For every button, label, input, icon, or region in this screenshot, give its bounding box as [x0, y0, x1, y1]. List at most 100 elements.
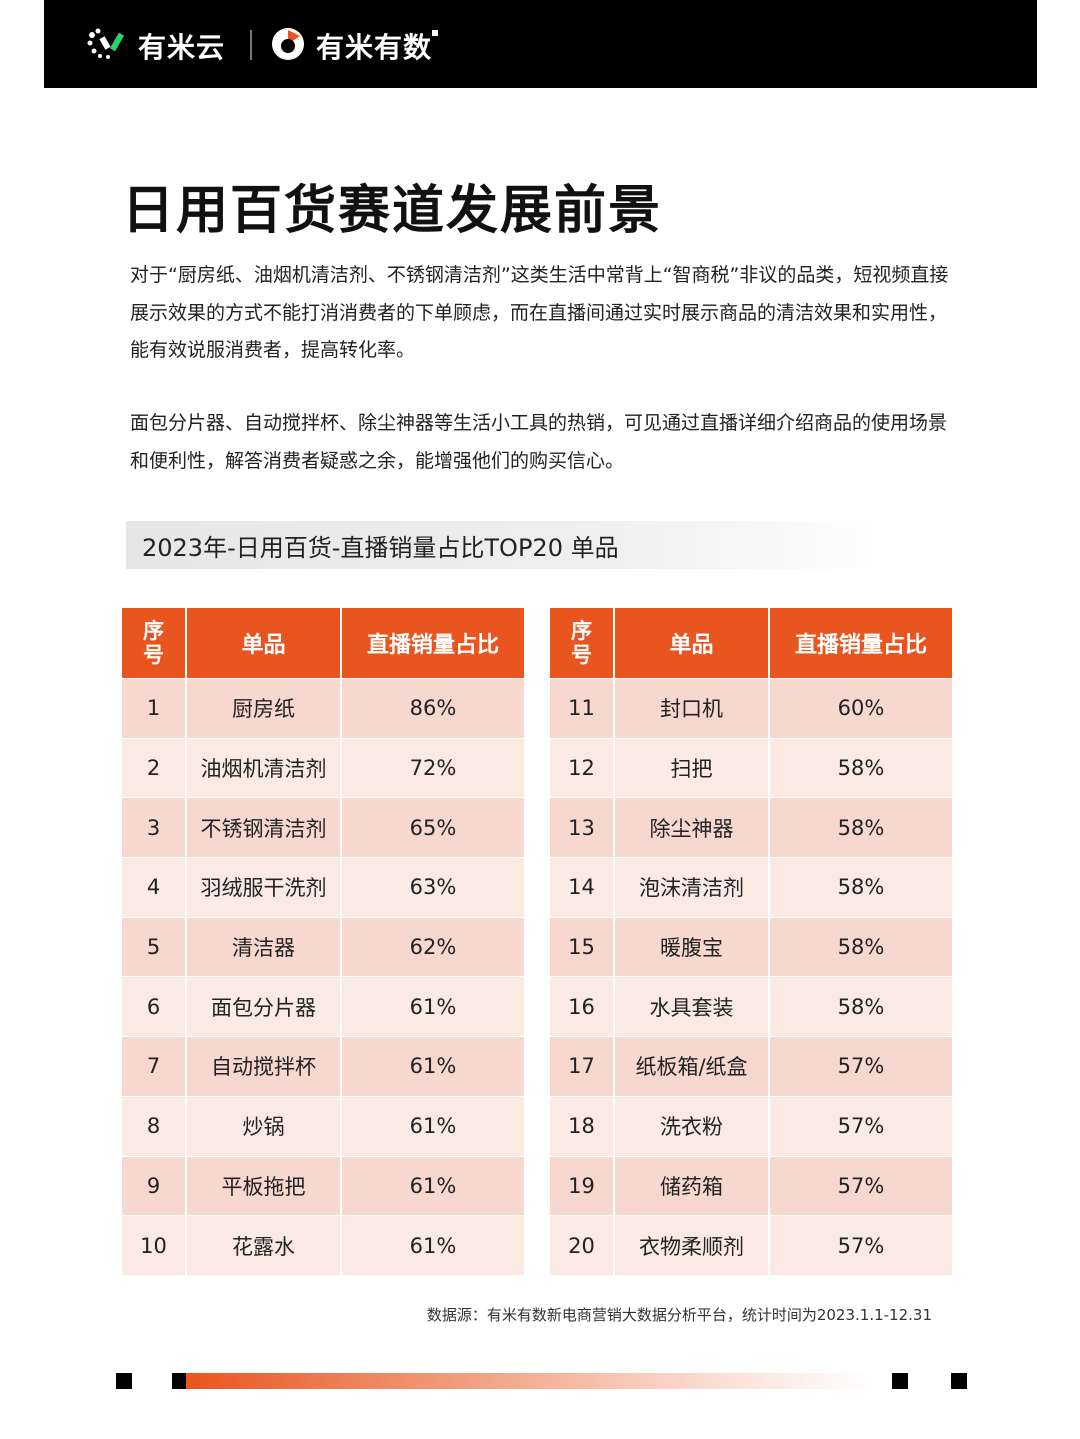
- row-index: 17: [550, 1037, 615, 1096]
- row-name: 清洁器: [187, 917, 342, 977]
- row-name: 封口机: [615, 679, 770, 738]
- row-index: 5: [122, 917, 187, 977]
- row-index: 12: [550, 738, 615, 798]
- row-pct: 86%: [409, 696, 457, 721]
- row-name: 洗衣粉: [615, 1096, 770, 1156]
- row-pct: 57%: [837, 1054, 885, 1079]
- row-pct: 61%: [409, 994, 457, 1019]
- row-name: 衣物柔顺剂: [615, 1216, 770, 1275]
- row-pct: 58%: [837, 815, 885, 840]
- paragraph-2: 面包分片器、自动搅拌杯、除尘神器等生活小工具的热销，可见通过直播详细介绍商品的使…: [130, 412, 948, 472]
- table-row: 1 厨房纸 86%: [122, 678, 524, 738]
- table-row: 9 平板拖把 61%: [122, 1155, 524, 1216]
- ranking-table-left: 序 号 单品 直播销量占比 1 厨房纸 86% 2 油烟机清洁剂 72% 3 不…: [122, 608, 524, 1275]
- row-index: 19: [550, 1156, 615, 1216]
- row-name: 羽绒服干洗剂: [187, 858, 342, 917]
- header-name: 单品: [615, 608, 770, 678]
- brand2-text: 有米有数: [316, 31, 433, 64]
- brand-youmiyoushu: 有米有数: [270, 26, 432, 66]
- row-index: 9: [122, 1156, 187, 1216]
- row-pct: 57%: [837, 1233, 885, 1258]
- row-index: 20: [550, 1216, 615, 1275]
- row-pct: 60%: [837, 696, 885, 721]
- row-name: 暖腹宝: [615, 917, 770, 977]
- row-name: 扫把: [615, 738, 770, 798]
- trademark-dot: [432, 30, 438, 36]
- header-index: 序 号: [122, 608, 187, 678]
- brand1-text: 有米云: [138, 31, 226, 64]
- row-name: 自动搅拌杯: [187, 1037, 342, 1096]
- row-pct: 61%: [409, 1233, 457, 1258]
- data-source-note: 数据源：有米有数新电商营销大数据分析平台，统计时间为2023.1.1-12.31: [426, 1306, 932, 1324]
- row-index: 4: [122, 858, 187, 917]
- table-subtitle: 2023年-日用百货-直播销量占比TOP20 单品: [142, 534, 619, 562]
- row-name: 纸板箱/纸盒: [615, 1037, 770, 1096]
- row-pct: 61%: [409, 1054, 457, 1079]
- row-index: 13: [550, 798, 615, 858]
- footer-gradient-bar: [186, 1373, 872, 1389]
- row-pct: 72%: [409, 756, 457, 781]
- table-row: 7 自动搅拌杯 61%: [122, 1036, 524, 1096]
- table-row: 19 储药箱 57%: [550, 1155, 952, 1216]
- footer-square-2: [172, 1373, 188, 1389]
- row-pct: 58%: [837, 756, 885, 781]
- table-row: 8 炒锅 61%: [122, 1095, 524, 1156]
- table-row: 15 暖腹宝 58%: [550, 916, 952, 977]
- header-bar: [44, 0, 1037, 88]
- table-row: 13 除尘神器 58%: [550, 797, 952, 858]
- table-row: 20 衣物柔顺剂 57%: [550, 1215, 952, 1275]
- row-pct: 57%: [837, 1114, 885, 1139]
- table-row: 12 扫把 58%: [550, 737, 952, 798]
- paragraph-1: 对于“厨房纸、油烟机清洁剂、不锈钢清洁剂”这类生活中常背上“智商税”非议的品类，…: [130, 264, 949, 361]
- row-name: 面包分片器: [187, 977, 342, 1037]
- table-row: 3 不锈钢清洁剂 65%: [122, 797, 524, 858]
- table-row: 10 花露水 61%: [122, 1215, 524, 1275]
- row-name: 油烟机清洁剂: [187, 738, 342, 798]
- row-index: 16: [550, 977, 615, 1037]
- row-pct: 58%: [837, 935, 885, 960]
- row-index: 8: [122, 1096, 187, 1156]
- row-pct: 62%: [409, 935, 457, 960]
- ranking-table-right: 序 号 单品 直播销量占比 11 封口机 60% 12 扫把 58% 13 除尘…: [550, 608, 952, 1275]
- row-pct: 63%: [409, 875, 457, 900]
- footer-square-4: [951, 1373, 967, 1389]
- table-row: 2 油烟机清洁剂 72%: [122, 737, 524, 798]
- row-index: 1: [122, 679, 187, 738]
- table-row: 17 纸板箱/纸盒 57%: [550, 1036, 952, 1096]
- row-index: 10: [122, 1216, 187, 1275]
- subtitle-band: [126, 521, 900, 569]
- youmiyoushu-logo-icon: [270, 26, 306, 66]
- page-title: 日用百货赛道发展前景: [122, 181, 663, 241]
- row-name: 水具套装: [615, 977, 770, 1037]
- table-row: 18 洗衣粉 57%: [550, 1095, 952, 1156]
- table-row: 14 泡沫清洁剂 58%: [550, 857, 952, 917]
- row-name: 炒锅: [187, 1096, 342, 1156]
- row-name: 花露水: [187, 1216, 342, 1275]
- row-index: 18: [550, 1096, 615, 1156]
- row-index: 2: [122, 738, 187, 798]
- row-index: 15: [550, 917, 615, 977]
- row-index: 14: [550, 858, 615, 917]
- footer-square-1: [116, 1373, 132, 1389]
- row-name: 不锈钢清洁剂: [187, 798, 342, 858]
- header-name: 单品: [187, 608, 342, 678]
- row-name: 平板拖把: [187, 1156, 342, 1216]
- row-name: 储药箱: [615, 1156, 770, 1216]
- row-pct: 58%: [837, 875, 885, 900]
- table-row: 11 封口机 60%: [550, 678, 952, 738]
- table-row: 6 面包分片器 61%: [122, 976, 524, 1037]
- row-pct: 58%: [837, 994, 885, 1019]
- row-name: 泡沫清洁剂: [615, 858, 770, 917]
- header-pct: 直播销量占比: [794, 633, 927, 658]
- row-name: 除尘神器: [615, 798, 770, 858]
- row-pct: 61%: [409, 1114, 457, 1139]
- footer-square-3: [892, 1373, 908, 1389]
- row-pct: 65%: [409, 815, 457, 840]
- header-pct: 直播销量占比: [366, 633, 499, 658]
- table-row: 16 水具套装 58%: [550, 976, 952, 1037]
- header-index: 序 号: [550, 608, 615, 678]
- row-index: 3: [122, 798, 187, 858]
- row-index: 7: [122, 1037, 187, 1096]
- youmiyun-logo-icon: [86, 27, 128, 65]
- table-row: 5 清洁器 62%: [122, 916, 524, 977]
